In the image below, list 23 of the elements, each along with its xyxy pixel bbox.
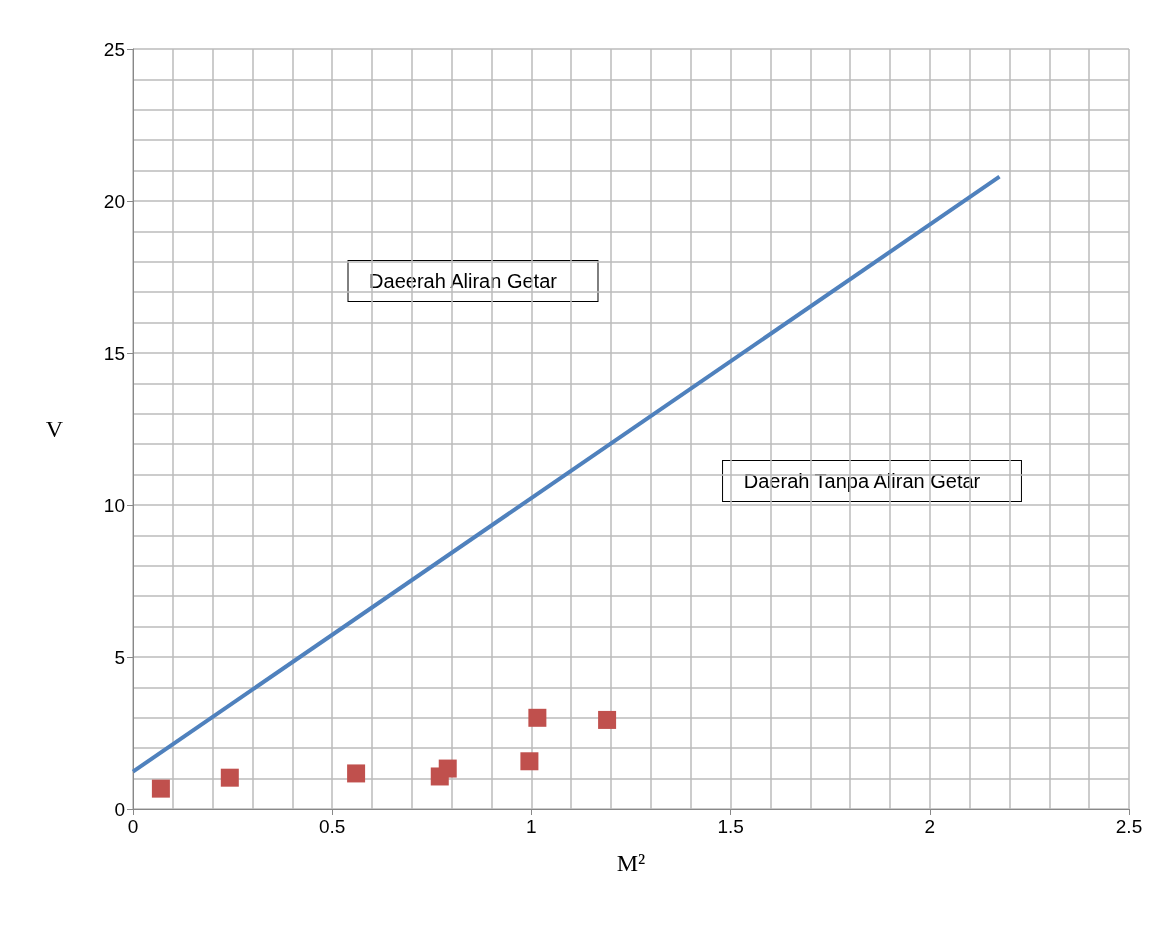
y-tick-label: 25 [103, 38, 125, 60]
y-tick-label: 0 [114, 798, 125, 820]
point [151, 779, 170, 798]
y-axis-title: V [45, 416, 64, 442]
point [528, 708, 547, 727]
y-tick-label: 10 [103, 494, 125, 516]
annotation: Daerah Tanpa Aliran Getar [743, 470, 981, 492]
x-axis-title: M² [616, 850, 646, 876]
point [438, 759, 457, 778]
x-tick-label: 2.5 [1115, 816, 1143, 837]
point [520, 752, 539, 771]
point [598, 710, 617, 729]
y-tick-label: 5 [114, 646, 125, 668]
y-tick-label: 20 [103, 190, 125, 212]
x-tick-label: 0 [127, 816, 139, 837]
x-tick-label: 2 [924, 816, 936, 837]
x-tick-label: 1 [526, 816, 537, 837]
x-tick-label: 1.5 [717, 816, 744, 837]
point [220, 768, 239, 787]
x-tick-label: 0.5 [318, 816, 346, 837]
annotation: Daeerah Aliran Getar [369, 270, 558, 292]
point [347, 764, 366, 783]
y-tick-label: 15 [103, 342, 125, 364]
